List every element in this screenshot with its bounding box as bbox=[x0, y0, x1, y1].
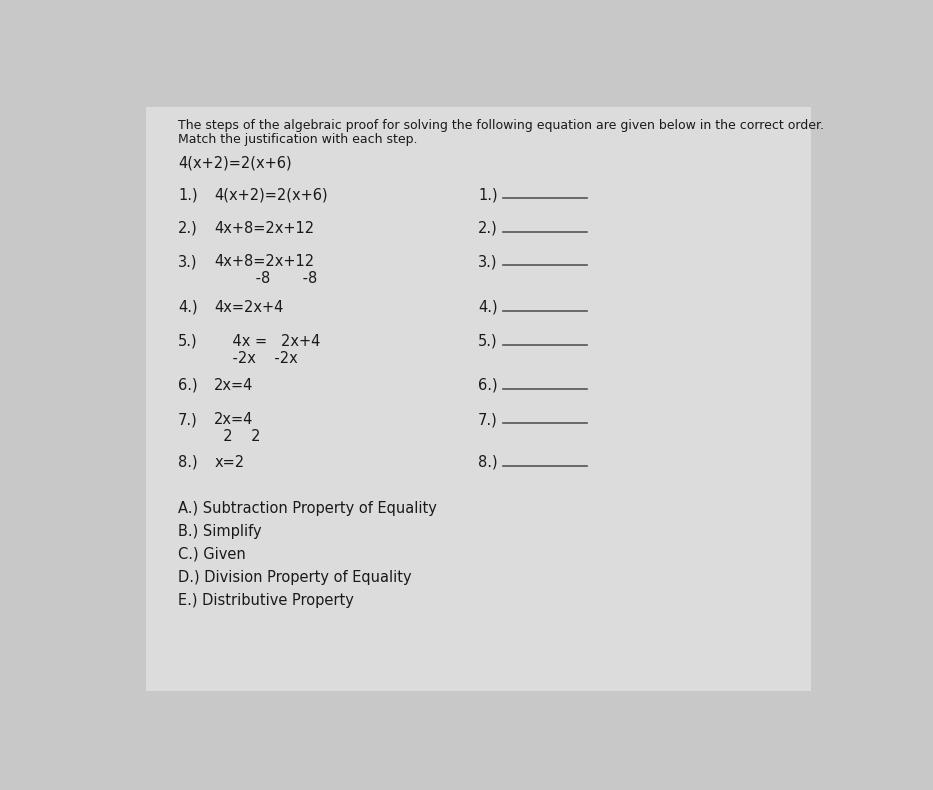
Text: 8.): 8.) bbox=[178, 455, 198, 470]
Text: 4(x+2)=2(x+6): 4(x+2)=2(x+6) bbox=[178, 156, 292, 171]
Text: 3.): 3.) bbox=[178, 254, 198, 269]
Text: E.) Distributive Property: E.) Distributive Property bbox=[178, 593, 354, 608]
Text: A.) Subtraction Property of Equality: A.) Subtraction Property of Equality bbox=[178, 501, 437, 516]
Text: 5.): 5.) bbox=[479, 334, 498, 349]
Text: 4x=2x+4: 4x=2x+4 bbox=[215, 299, 284, 314]
Text: 2x=4: 2x=4 bbox=[215, 412, 254, 427]
Text: 4x+8=2x+12: 4x+8=2x+12 bbox=[215, 254, 314, 269]
Text: 6.): 6.) bbox=[178, 378, 198, 393]
Text: 6.): 6.) bbox=[479, 378, 498, 393]
Text: -8       -8: -8 -8 bbox=[215, 271, 317, 286]
Text: D.) Division Property of Equality: D.) Division Property of Equality bbox=[178, 570, 411, 585]
Text: 8.): 8.) bbox=[479, 455, 498, 470]
Text: 2.): 2.) bbox=[479, 220, 498, 235]
Text: 4.): 4.) bbox=[178, 299, 198, 314]
Text: Match the justification with each step.: Match the justification with each step. bbox=[178, 133, 418, 145]
Text: -2x    -2x: -2x -2x bbox=[215, 351, 298, 366]
Text: 5.): 5.) bbox=[178, 334, 198, 349]
Text: x=2: x=2 bbox=[215, 455, 244, 470]
Text: 7.): 7.) bbox=[178, 412, 198, 427]
Text: 3.): 3.) bbox=[479, 254, 497, 269]
Text: 2.): 2.) bbox=[178, 220, 198, 235]
Text: B.) Simplify: B.) Simplify bbox=[178, 524, 262, 539]
Text: 2x=4: 2x=4 bbox=[215, 378, 254, 393]
Text: The steps of the algebraic proof for solving the following equation are given be: The steps of the algebraic proof for sol… bbox=[178, 119, 824, 132]
Text: 1.): 1.) bbox=[479, 187, 498, 202]
Text: 4x =   2x+4: 4x = 2x+4 bbox=[215, 334, 321, 349]
Text: 4.): 4.) bbox=[479, 299, 498, 314]
Text: 2    2: 2 2 bbox=[215, 430, 260, 444]
Text: 1.): 1.) bbox=[178, 187, 198, 202]
Text: 4(x+2)=2(x+6): 4(x+2)=2(x+6) bbox=[215, 187, 327, 202]
Text: 4x+8=2x+12: 4x+8=2x+12 bbox=[215, 220, 314, 235]
Text: 7.): 7.) bbox=[479, 412, 498, 427]
Text: C.) Given: C.) Given bbox=[178, 547, 245, 562]
FancyBboxPatch shape bbox=[146, 107, 811, 691]
